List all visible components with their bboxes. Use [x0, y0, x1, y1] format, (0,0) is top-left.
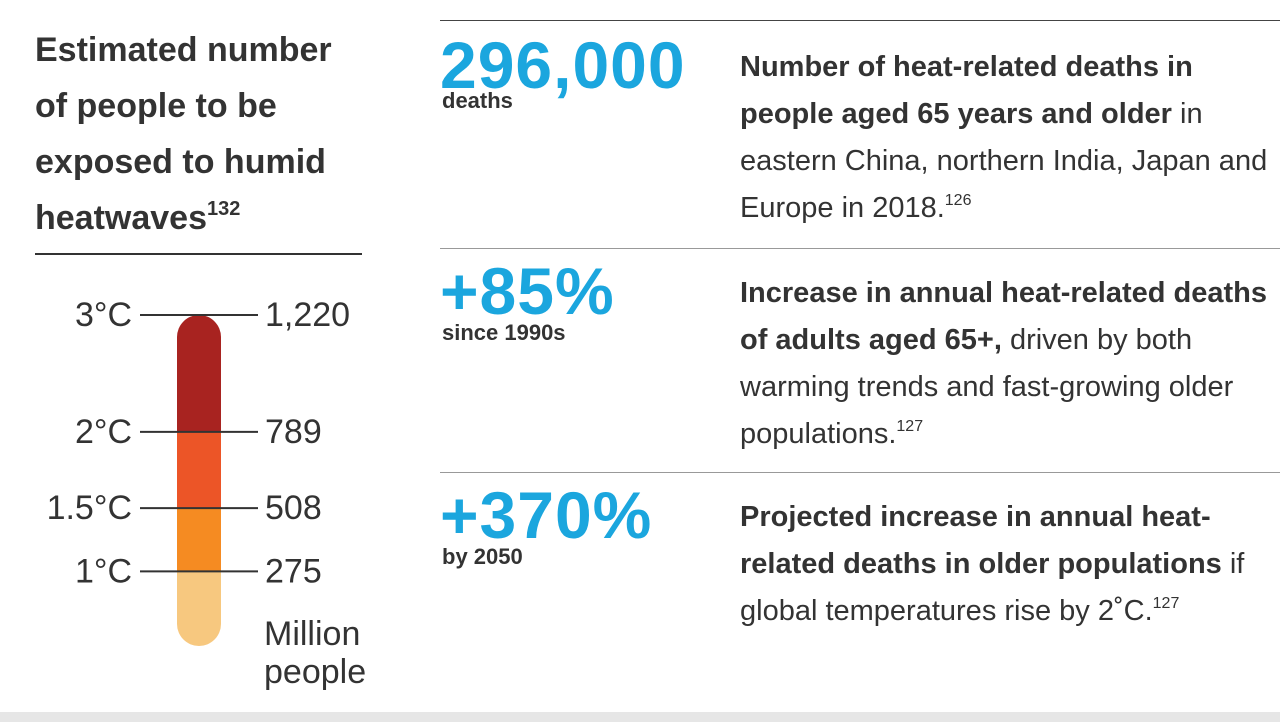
divider [440, 20, 1280, 21]
stat-description: Projected increase in annual heat-relate… [740, 494, 1270, 635]
level-label: 3°C [75, 296, 132, 334]
level-label: 1.5°C [47, 489, 132, 527]
value-label: 1,220 [265, 296, 350, 334]
value-label: 508 [265, 489, 322, 527]
text: in eastern China, northern India, Japan … [740, 98, 1268, 224]
stat-description: Increase in annual heat-related deaths o… [740, 270, 1270, 458]
stat-figure: 296,000 [440, 28, 686, 102]
segment [177, 571, 221, 646]
level-label: 1°C [75, 552, 132, 590]
ref: 127 [896, 418, 924, 435]
unit-label: Million people [264, 615, 366, 691]
divider [440, 472, 1280, 473]
unit-word: people [264, 653, 366, 691]
title-text: Estimated number of people to be exposed… [35, 31, 332, 237]
bottom-strip [0, 712, 1280, 722]
title-ref: 132 [207, 198, 241, 220]
text: if global temperatures rise by 2˚C. [740, 548, 1245, 627]
segment [177, 431, 221, 509]
value-label: 789 [265, 413, 322, 451]
ref: 126 [944, 192, 972, 209]
bold-text: Number of heat-related deaths in people … [740, 51, 1193, 130]
stat-caption: by 2050 [442, 544, 523, 569]
segment [177, 315, 221, 432]
thermometer: 3°C 1,220 2°C 789 1.5°C 508 1°C 275 Million peopl… [47, 296, 367, 691]
level-label: 2°C [75, 413, 132, 451]
unit-word: Million [264, 615, 360, 653]
segment [177, 508, 221, 572]
bold-text: Projected increase in annual heat-relate… [740, 501, 1222, 580]
stat-description: Number of heat-related deaths in people … [740, 44, 1270, 232]
chart-title: Estimated number of people to be exposed… [35, 22, 365, 246]
bold-text: Increase in annual heat-related deaths o… [740, 277, 1268, 356]
title-rule [35, 253, 362, 255]
text: driven by both warming trends and fast-g… [740, 324, 1234, 450]
stat-figure: +85% [440, 254, 615, 328]
ref: 127 [1152, 595, 1180, 612]
stat-caption: since 1990s [442, 320, 566, 345]
stat-caption: deaths [442, 88, 513, 113]
divider [440, 248, 1280, 249]
value-label: 275 [265, 552, 322, 590]
stat-figure: +370% [440, 478, 653, 552]
